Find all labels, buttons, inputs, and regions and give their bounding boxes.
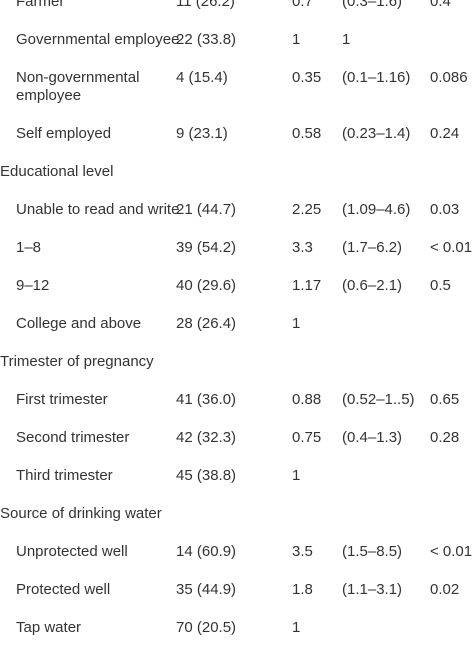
table-cell: 0.086	[430, 69, 468, 86]
table-cell: < 0.01	[430, 543, 473, 560]
table-cell: 42 (32.3)	[176, 429, 237, 446]
table-cell: 21 (44.7)	[176, 201, 237, 218]
table-cell: (0.6–2.1)	[342, 277, 403, 294]
table-cell: 22 (33.8)	[176, 31, 237, 48]
table-cell: 0.7	[292, 0, 313, 10]
table-cell: 0.24	[430, 125, 460, 142]
row-label: Governmental employee	[16, 31, 180, 48]
table-cell: 1	[292, 467, 301, 484]
table-row: Governmental employee 22 (33.8) 1 1	[0, 26, 474, 54]
section-title: Trimester of pregnancy	[0, 353, 154, 370]
table-row: College and above 28 (26.4) 1	[0, 310, 474, 338]
table-cell: 0.28	[430, 429, 460, 446]
table-row: Unprotected well 14 (60.9) 3.5 (1.5–8.5) < 0…	[0, 538, 474, 566]
table-row: Non-governmental employee 4 (15.4) 0.35 (0.…	[0, 64, 474, 110]
table-cell: 0.58	[292, 125, 322, 142]
table-cell: 40 (29.6)	[176, 277, 237, 294]
table-cell: 0.03	[430, 201, 460, 218]
table-cell: 0.88	[292, 391, 322, 408]
table-cell: 2.25	[292, 201, 322, 218]
section-title: Source of drinking water	[0, 505, 162, 522]
row-label: 1–8	[16, 239, 42, 256]
row-label: Unprotected well	[16, 543, 128, 560]
table-cell: 41 (36.0)	[176, 391, 237, 408]
row-label: Tap water	[16, 619, 82, 636]
table-cell: 11 (26.2)	[176, 0, 235, 10]
table-cell: 0.5	[430, 277, 451, 294]
table-cell: 28 (26.4)	[176, 315, 237, 332]
row-label: Second trimester	[16, 429, 130, 446]
table-row: Second trimester 42 (32.3) 0.75 (0.4–1.3) 0.…	[0, 424, 474, 452]
table-cell: 9 (23.1)	[176, 125, 228, 142]
table-row: Farmer 11 (26.2) 0.7 (0.3–1.6) 0.4	[0, 0, 474, 16]
table-cell: (0.4–1.3)	[342, 429, 403, 446]
table-cell: 0.4	[430, 0, 451, 10]
row-label: 9–12	[16, 277, 50, 294]
row-label: Unable to read and write	[16, 201, 180, 218]
row-label: Non-governmental employee	[16, 69, 140, 104]
table-cell: (0.52–1..5)	[342, 391, 415, 408]
table-cell: 45 (38.8)	[176, 467, 237, 484]
table-row: 9–12 40 (29.6) 1.17 (0.6–2.1) 0.5	[0, 272, 474, 300]
table-cell: 1	[342, 31, 351, 48]
table-cell: 35 (44.9)	[176, 581, 237, 598]
table-row: First trimester 41 (36.0) 0.88 (0.52–1..5) 0…	[0, 386, 474, 414]
table-cell: 1.17	[292, 277, 322, 294]
table-cell: 4 (15.4)	[176, 69, 228, 86]
table-cell: (1.09–4.6)	[342, 201, 411, 218]
table-cell: 14 (60.9)	[176, 543, 237, 560]
table-cell: (0.23–1.4)	[342, 125, 411, 142]
row-label: College and above	[16, 315, 142, 332]
table-cell: 0.65	[430, 391, 460, 408]
row-label: Farmer	[16, 0, 65, 10]
table-cell: 0.02	[430, 581, 460, 598]
table-cell: 70 (20.5)	[176, 619, 237, 636]
table-cell: 0.35	[292, 69, 322, 86]
section-title: Educational level	[0, 163, 114, 180]
table-row: Protected well 35 (44.9) 1.8 (1.1–3.1) 0.02	[0, 576, 474, 604]
table-cell: 1	[292, 315, 301, 332]
table-cell: 1	[292, 619, 301, 636]
row-label: Third trimester	[16, 467, 113, 484]
table-row: Unable to read and write 21 (44.7) 2.25 (1.…	[0, 196, 474, 224]
table-cell: 3.5	[292, 543, 313, 560]
table-row: Third trimester 45 (38.8) 1	[0, 462, 474, 490]
table-cell: (0.1–1.16)	[342, 69, 411, 86]
table-cell: < 0.01	[430, 239, 473, 256]
table-cell: 3.3	[292, 239, 313, 256]
table-cell: 0.75	[292, 429, 322, 446]
table-cell: (0.3–1.6)	[342, 0, 403, 10]
row-label: Self employed	[16, 125, 112, 142]
table-cell: 1.8	[292, 581, 313, 598]
table-row: Tap water 70 (20.5) 1	[0, 614, 474, 642]
table-row: 1–8 39 (54.2) 3.3 (1.7–6.2) < 0.01	[0, 234, 474, 262]
table-cell: (1.7–6.2)	[342, 239, 403, 256]
table-cell: (1.1–3.1)	[342, 581, 403, 598]
table-cell: 39 (54.2)	[176, 239, 237, 256]
table-row: Self employed 9 (23.1) 0.58 (0.23–1.4) 0.24	[0, 120, 474, 148]
table-cell: (1.5–8.5)	[342, 543, 403, 560]
row-label: First trimester	[16, 391, 108, 408]
row-label: Protected well	[16, 581, 111, 598]
table-cell: 1	[292, 31, 301, 48]
page: Farmer 11 (26.2) 0.7 (0.3–1.6) 0.4 Government…	[0, 0, 474, 636]
